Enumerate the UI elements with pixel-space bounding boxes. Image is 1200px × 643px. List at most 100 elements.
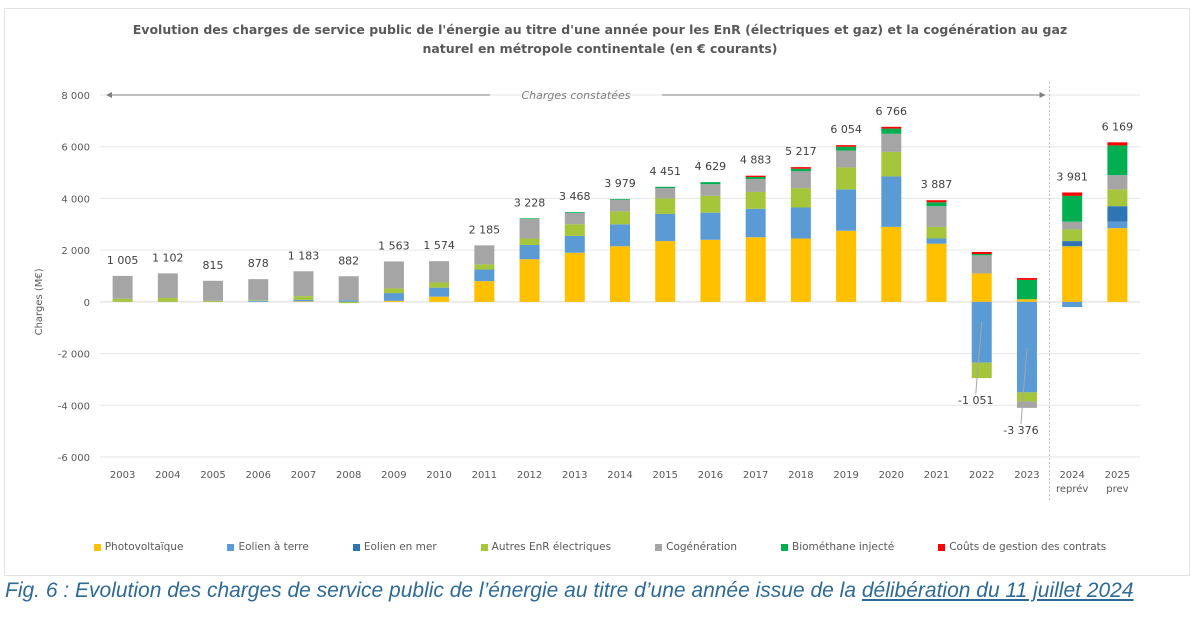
bar-segment — [1062, 195, 1083, 222]
bar-segment — [790, 168, 811, 172]
y-tick-label: 4 000 — [61, 194, 90, 205]
bar-segment — [881, 151, 902, 177]
bar-segment — [383, 300, 404, 302]
x-tick-sublabel: prev — [1106, 484, 1128, 495]
bar-segment — [429, 296, 450, 302]
y-tick-label: 0 — [84, 298, 90, 309]
bar-segment — [1016, 299, 1037, 302]
bar-segment — [790, 171, 811, 189]
chart-legend: Photovoltaïque Eolien à terre Eolien en me… — [0, 541, 1200, 553]
bar-segment — [519, 259, 540, 302]
data-label: -1 051 — [958, 394, 993, 407]
legend-swatch — [352, 543, 360, 551]
legend-swatch — [93, 543, 101, 551]
figure-caption: Fig. 6 : Evolution des charges de servic… — [5, 578, 1195, 603]
legend-label: Photovoltaïque — [104, 541, 184, 553]
bar-segment — [564, 235, 585, 253]
legend-item: Eolien en mer — [352, 541, 437, 553]
x-tick-label: 2014 — [607, 470, 632, 481]
bar-segment — [700, 195, 721, 213]
bar-segment — [745, 191, 766, 209]
bar-segment — [1016, 279, 1037, 300]
bar-segment — [564, 212, 585, 213]
bar-segment — [338, 300, 359, 302]
bar-segment — [1016, 392, 1037, 402]
data-label: 3 228 — [514, 196, 546, 209]
data-label: 4 629 — [695, 160, 727, 173]
bar-segment — [610, 199, 630, 212]
bar-segment — [971, 254, 992, 256]
caption-link[interactable]: délibération du 11 juillet 2024 — [861, 579, 1134, 602]
bar-segment — [474, 264, 495, 270]
bar-segment — [926, 200, 947, 203]
legend-swatch — [655, 543, 663, 551]
bar-segment — [971, 273, 992, 302]
x-tick-label: 2011 — [472, 470, 497, 481]
bar-segment — [926, 202, 947, 207]
data-label: 6 169 — [1102, 120, 1134, 133]
chart-title: Evolution des charges de service public … — [0, 20, 1200, 58]
bar-segment — [655, 188, 676, 199]
bar-segment — [338, 301, 359, 304]
bar-segment — [157, 273, 178, 298]
legend-item: Coûts de gestion des contrats — [938, 541, 1106, 553]
y-tick-label: -4 000 — [58, 401, 90, 412]
bar-segment — [790, 238, 811, 302]
legend-swatch — [938, 543, 946, 551]
data-label: 1 563 — [378, 239, 410, 252]
bar-segment — [293, 296, 314, 300]
x-tick-label: 2019 — [833, 470, 858, 481]
bar-segment — [1062, 221, 1083, 230]
bar-segment — [881, 128, 902, 134]
bar-segment — [564, 212, 585, 225]
bar-segment — [836, 150, 857, 168]
x-tick-label: 2013 — [562, 470, 587, 481]
bar-segment — [564, 252, 585, 302]
data-label: 2 185 — [469, 223, 501, 236]
bar-segment — [383, 293, 404, 301]
x-tick-label: 2024 — [1059, 470, 1084, 481]
bar-segment — [926, 206, 947, 227]
bar-segment — [745, 208, 766, 238]
data-label: 1 183 — [288, 249, 320, 262]
data-label: 4 451 — [649, 165, 681, 178]
bar-segment — [745, 179, 766, 192]
legend-swatch — [480, 543, 488, 551]
y-tick-label: 6 000 — [61, 143, 90, 154]
bar-segment — [790, 207, 811, 239]
bar-segment — [1107, 142, 1128, 146]
legend-label: Biométhane injecté — [791, 541, 895, 553]
y-tick-label: -2 000 — [58, 350, 90, 361]
data-label: -3 376 — [1003, 424, 1038, 437]
bar-segment — [157, 297, 178, 302]
bar-segment — [836, 145, 857, 147]
bar-segment — [248, 300, 269, 302]
bar-segment — [1107, 189, 1128, 207]
chart-frame — [4, 8, 1190, 576]
bar-segment — [971, 301, 992, 363]
y-axis-label: Charges (M€) — [34, 268, 45, 335]
bar-segment — [971, 255, 992, 274]
x-tick-label: 2010 — [426, 470, 451, 481]
annotation-arrow-head-right — [1039, 92, 1046, 98]
bar-segment — [1062, 246, 1083, 302]
x-tick-label: 2007 — [291, 470, 316, 481]
bar-segment — [971, 251, 992, 255]
legend-item: Biométhane injecté — [780, 541, 895, 553]
bar-segment — [881, 226, 902, 302]
bar-segment — [1062, 229, 1083, 242]
x-tick-label: 2025 — [1105, 470, 1130, 481]
bar-segment — [1062, 192, 1083, 196]
x-tick-label: 2022 — [969, 470, 994, 481]
bar-segment — [293, 301, 314, 302]
x-tick-label: 2017 — [743, 470, 768, 481]
bar-segment — [655, 186, 676, 189]
data-label: 5 217 — [785, 145, 817, 158]
bar-segment — [429, 282, 450, 288]
bar-segment — [745, 176, 766, 180]
x-tick-label: 2023 — [1014, 470, 1039, 481]
data-label: 1 574 — [423, 239, 455, 252]
chart-title-line-1: Evolution des charges de service public … — [132, 22, 1068, 37]
bar-segment — [610, 211, 630, 225]
